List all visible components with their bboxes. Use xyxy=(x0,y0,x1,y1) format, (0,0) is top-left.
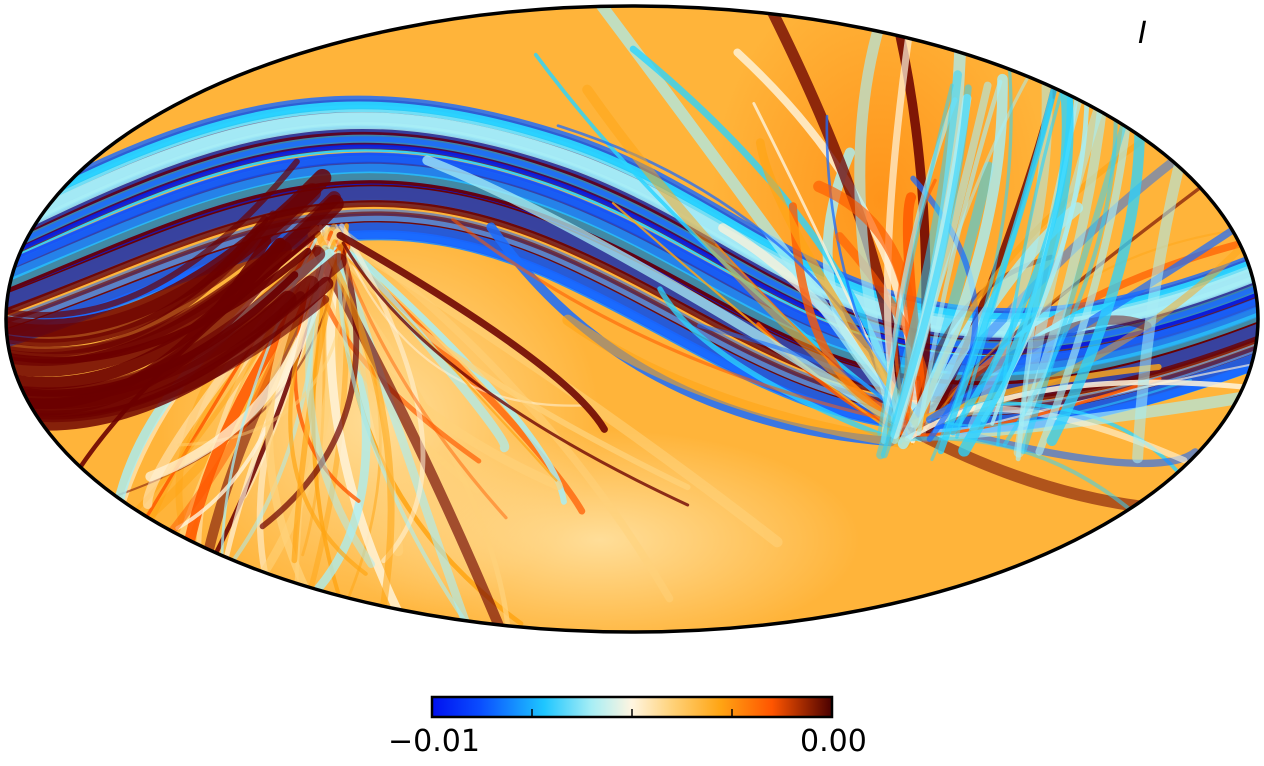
stokes-label: I xyxy=(1138,16,1147,51)
colorbar xyxy=(430,695,834,719)
map-outline xyxy=(4,4,1260,634)
colorbar-max-label: 0.00 xyxy=(800,724,867,759)
colorbar-min-label: −0.01 xyxy=(388,724,480,759)
colorbar-ticks xyxy=(531,709,733,717)
